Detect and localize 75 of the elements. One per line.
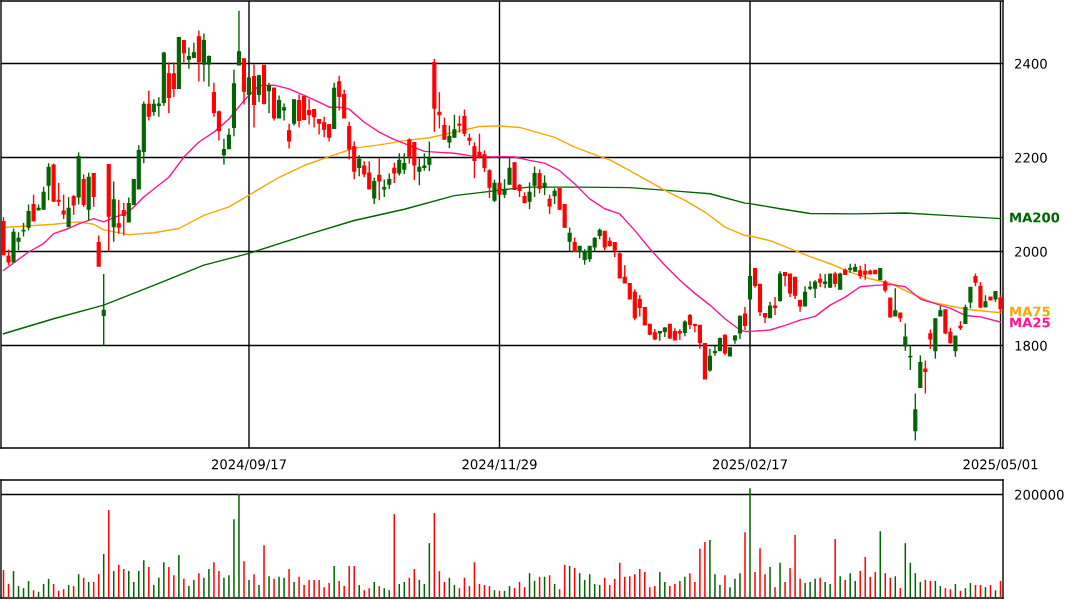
- series-label: MA75: [1010, 306, 1050, 317]
- candlestick: [808, 280, 813, 291]
- candlestick: [317, 118, 322, 136]
- candlestick: [742, 306, 748, 331]
- candlestick: [772, 296, 778, 316]
- candlestick: [292, 99, 297, 127]
- series-label: MA25: [1010, 317, 1050, 328]
- candlestick: [823, 273, 828, 289]
- candlestick: [818, 272, 823, 288]
- candlestick: [61, 193, 66, 220]
- candlestick: [417, 157, 422, 186]
- candlestick: [442, 116, 447, 140]
- candlestick: [226, 127, 232, 150]
- candlestick: [697, 324, 702, 350]
- candlestick: [712, 345, 717, 357]
- candlestick: [888, 297, 893, 318]
- candlestick: [487, 168, 492, 199]
- candlestick: [146, 90, 151, 122]
- candlestick: [392, 161, 397, 184]
- candlestick: [397, 152, 402, 177]
- candlestick: [923, 359, 928, 395]
- candlestick: [722, 333, 728, 356]
- candlestick: [276, 94, 282, 119]
- candlestick: [707, 348, 712, 373]
- candlestick: [803, 285, 808, 307]
- series-label: MA200: [1010, 212, 1060, 223]
- candlestick: [928, 328, 933, 350]
- candlestick: [96, 234, 101, 267]
- candlestick: [737, 314, 743, 340]
- candlestick: [171, 61, 176, 99]
- candlestick: [953, 335, 958, 358]
- candlestick: [121, 201, 126, 237]
- candlestick: [978, 281, 983, 310]
- candlestick: [91, 172, 96, 208]
- candlestick: [377, 157, 382, 201]
- candlestick: [437, 91, 442, 130]
- candlestick: [46, 162, 51, 201]
- candlestick: [537, 168, 542, 194]
- candlestick: [26, 203, 31, 232]
- candlestick: [747, 263, 753, 300]
- candlestick: [427, 140, 432, 172]
- candlestick: [567, 226, 572, 253]
- candlestick: [547, 193, 552, 215]
- candlestick: [357, 154, 362, 178]
- candlestick: [31, 193, 36, 222]
- candlestick: [297, 93, 302, 129]
- candlestick: [236, 10, 242, 66]
- y-tick-label: 2200: [1015, 152, 1047, 163]
- candlestick: [913, 392, 918, 442]
- candlestick: [156, 96, 161, 118]
- candlestick: [372, 177, 377, 205]
- y-tick-label: 1800: [1015, 340, 1047, 351]
- candlestick: [221, 138, 227, 166]
- candlestick: [181, 39, 186, 64]
- candlestick: [407, 137, 412, 165]
- x-tick-label: 2025/02/17: [712, 459, 787, 471]
- candlestick: [287, 122, 292, 150]
- candlestick: [246, 75, 252, 103]
- y-tick-label: 2400: [1015, 58, 1047, 69]
- candlestick: [266, 82, 272, 115]
- candlestick: [507, 156, 512, 186]
- x-tick-label: 2024/09/17: [211, 459, 286, 471]
- candlestick: [191, 42, 196, 59]
- candlestick: [893, 287, 898, 317]
- candlestick: [116, 199, 121, 235]
- x-tick-label: 2025/05/01: [963, 459, 1038, 471]
- x-tick-label: 2024/11/29: [462, 459, 537, 471]
- candlestick: [256, 74, 262, 103]
- candlestick: [66, 196, 71, 228]
- candlestick: [968, 286, 973, 310]
- y-tick-label: 2000: [1015, 246, 1047, 257]
- candlestick: [71, 194, 76, 216]
- candlestick: [963, 303, 968, 325]
- y-tick-label: 200000: [1015, 489, 1064, 500]
- candlestick: [903, 322, 908, 352]
